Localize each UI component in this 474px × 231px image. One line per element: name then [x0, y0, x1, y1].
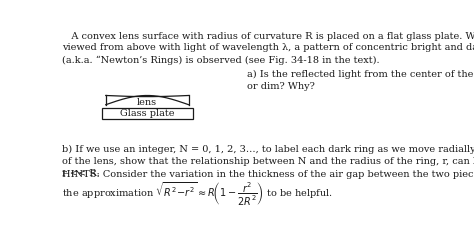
Text: b) If we use an integer, N = 0, 1, 2, 3…, to label each dark ring as we move rad: b) If we use an integer, N = 0, 1, 2, 3……: [63, 145, 474, 178]
Text: Glass plate: Glass plate: [120, 109, 174, 118]
Text: lens: lens: [137, 98, 157, 107]
Text: A convex lens surface with radius of curvature R is placed on a flat glass plate: A convex lens surface with radius of cur…: [63, 32, 474, 65]
Bar: [102, 108, 192, 119]
Text: a) Is the reflected light from the center of the lens bright
or dim? Why?: a) Is the reflected light from the cente…: [247, 70, 474, 91]
Text: HINTS: Consider the variation in the thickness of the air gap between the two pi: HINTS: Consider the variation in the thi…: [63, 170, 474, 179]
Text: the approximation $\sqrt{R^2\!-\!r^2} \approx R\!\left(1-\dfrac{r^2}{2R^2}\right: the approximation $\sqrt{R^2\!-\!r^2} \a…: [63, 180, 334, 207]
